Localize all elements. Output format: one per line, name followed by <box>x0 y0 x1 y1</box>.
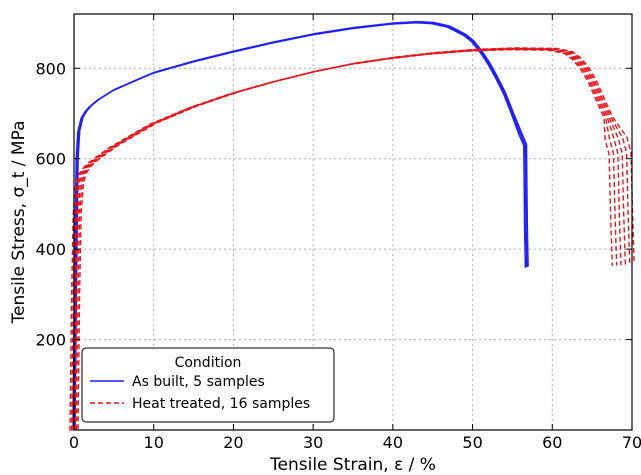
x-tick-label: 10 <box>144 433 164 452</box>
series-line-heat-treated <box>77 47 635 430</box>
x-tick-label: 30 <box>303 433 323 452</box>
series-line-as-built <box>74 20 529 430</box>
legend-label-as-built: As built, 5 samples <box>132 374 265 390</box>
data-series <box>69 20 635 431</box>
legend-label-heat-treated: Heat treated, 16 samples <box>132 396 310 412</box>
x-tick-label: 40 <box>383 433 403 452</box>
y-tick-label: 200 <box>35 331 66 350</box>
x-axis-label: Tensile Strain, ε / % <box>269 455 436 475</box>
x-tick-label: 0 <box>69 433 79 452</box>
legend: Condition As built, 5 samples Heat treat… <box>81 347 335 423</box>
y-tick-label: 400 <box>35 240 66 259</box>
series-line-heat-treated <box>75 47 631 430</box>
x-tick-label: 60 <box>542 433 562 452</box>
x-tick-label: 20 <box>223 433 243 452</box>
legend-box <box>81 347 335 423</box>
x-tick-label: 70 <box>622 433 641 452</box>
series-line-heat-treated <box>74 47 627 430</box>
legend-title: Condition <box>175 355 242 371</box>
x-tick-label: 50 <box>462 433 482 452</box>
axis-ticks: 0 10 20 30 40 50 60 70 200 400 600 800 <box>35 14 641 452</box>
y-tick-label: 800 <box>35 59 66 78</box>
y-axis-label: Tensile Stress, σ_t / MPa <box>9 121 29 325</box>
plot-frame <box>73 13 633 431</box>
y-tick-label: 600 <box>35 150 66 169</box>
